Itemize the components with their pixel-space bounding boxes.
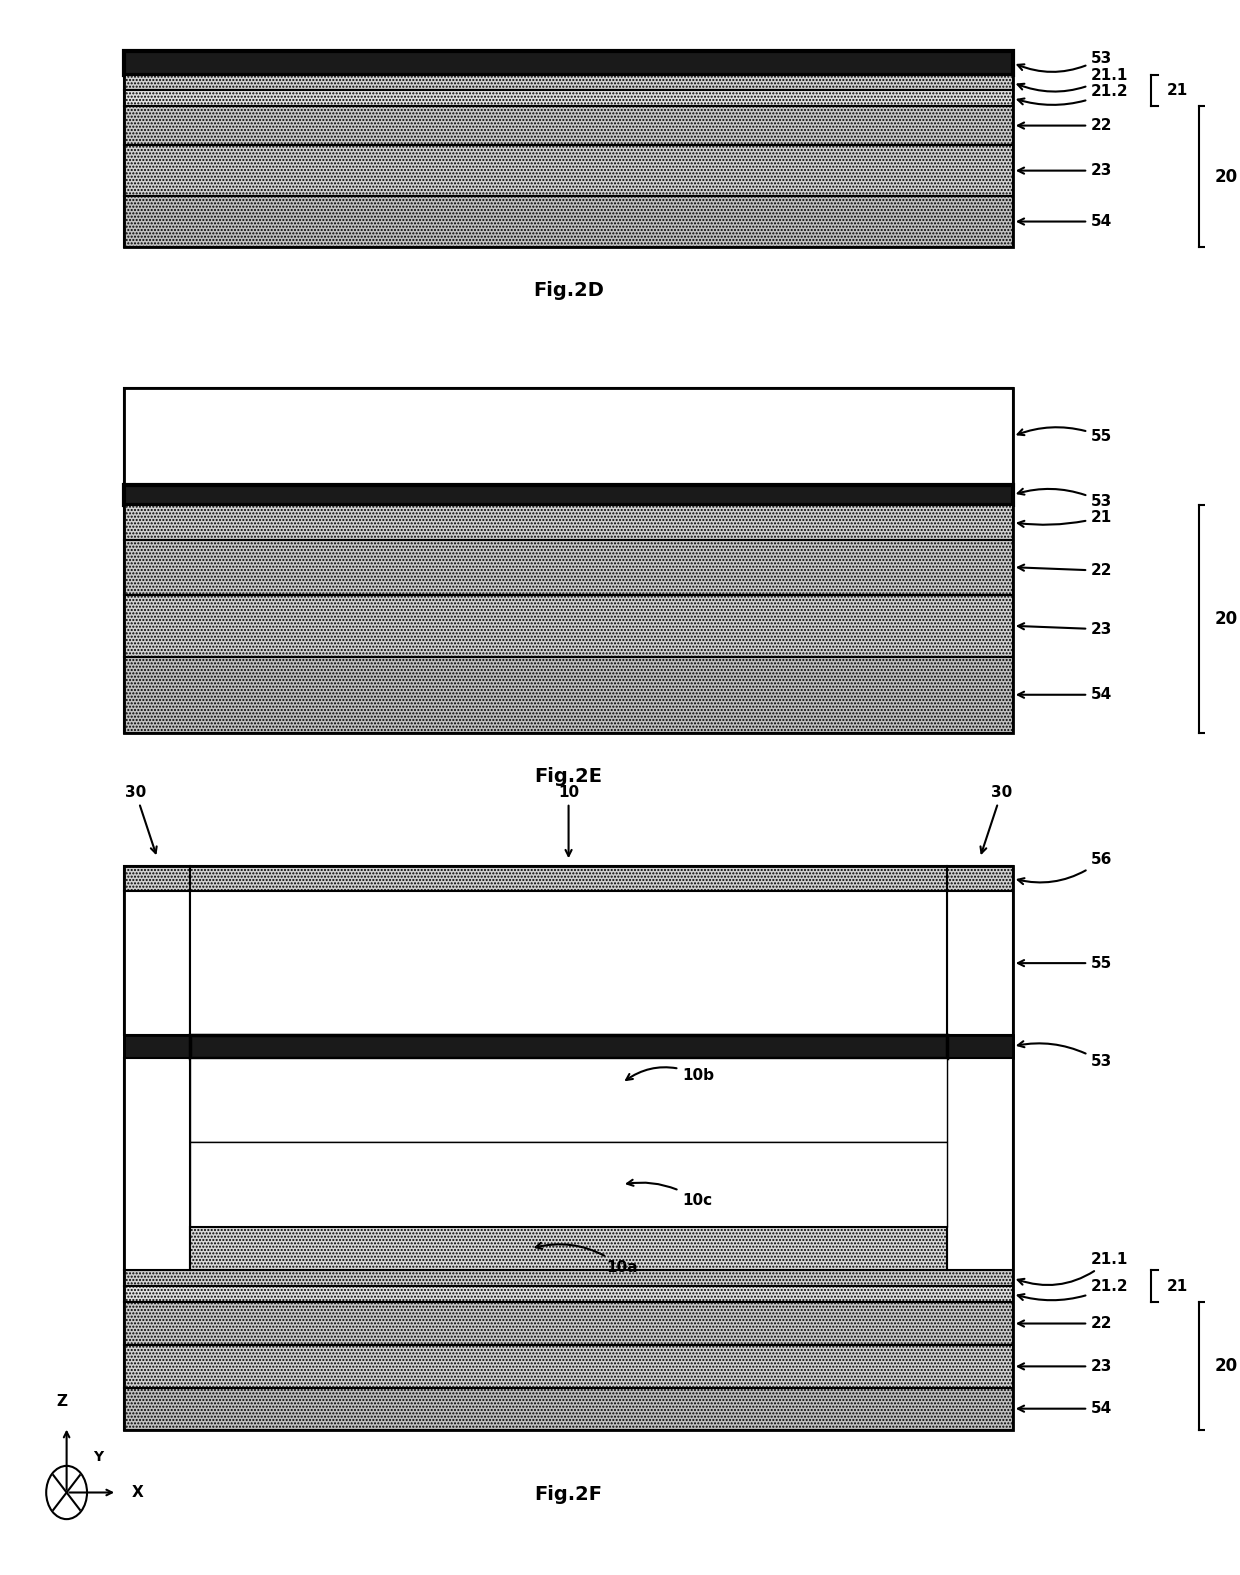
FancyBboxPatch shape: [124, 1388, 1013, 1430]
Text: 21: 21: [1018, 510, 1112, 528]
Text: 10c: 10c: [627, 1180, 712, 1208]
Text: 10a: 10a: [536, 1243, 637, 1274]
Text: Fig.2D: Fig.2D: [533, 282, 604, 301]
Text: Fig.2E: Fig.2E: [534, 767, 603, 786]
FancyBboxPatch shape: [124, 866, 190, 891]
FancyBboxPatch shape: [124, 50, 1013, 74]
Text: 21.1: 21.1: [1018, 1252, 1128, 1285]
FancyBboxPatch shape: [124, 595, 1013, 657]
Text: 54: 54: [1018, 687, 1112, 702]
Text: 30: 30: [125, 784, 156, 854]
FancyBboxPatch shape: [190, 1142, 947, 1227]
Text: 21: 21: [1167, 1279, 1188, 1293]
FancyBboxPatch shape: [190, 1035, 947, 1057]
Text: 23: 23: [1018, 164, 1112, 178]
Text: 21: 21: [1167, 83, 1188, 98]
FancyBboxPatch shape: [124, 506, 1013, 540]
Text: Fig.2F: Fig.2F: [534, 1485, 603, 1504]
FancyBboxPatch shape: [190, 866, 947, 891]
Text: 21.1: 21.1: [1018, 68, 1128, 91]
Text: 54: 54: [1018, 214, 1112, 228]
FancyBboxPatch shape: [947, 866, 1013, 891]
FancyBboxPatch shape: [124, 1345, 1013, 1388]
Text: 53: 53: [1018, 50, 1112, 72]
Text: 21.2: 21.2: [1018, 1279, 1128, 1301]
Text: 23: 23: [1018, 622, 1112, 636]
FancyBboxPatch shape: [124, 485, 1013, 506]
FancyBboxPatch shape: [124, 1303, 1013, 1345]
Text: 54: 54: [1018, 1402, 1112, 1416]
Text: 20: 20: [1215, 167, 1238, 186]
FancyBboxPatch shape: [947, 891, 1013, 1035]
FancyBboxPatch shape: [124, 145, 1013, 195]
FancyBboxPatch shape: [124, 1287, 1013, 1303]
FancyBboxPatch shape: [124, 1269, 1013, 1287]
FancyBboxPatch shape: [190, 891, 947, 1035]
FancyBboxPatch shape: [190, 1057, 947, 1142]
Text: 53: 53: [1018, 1041, 1112, 1069]
FancyBboxPatch shape: [124, 891, 190, 1035]
FancyBboxPatch shape: [947, 1057, 1013, 1269]
Text: 21.2: 21.2: [1018, 83, 1128, 106]
Text: 56: 56: [1018, 852, 1112, 884]
Text: Z: Z: [56, 1394, 67, 1410]
FancyBboxPatch shape: [124, 106, 1013, 145]
FancyBboxPatch shape: [124, 387, 1013, 485]
Text: 55: 55: [1018, 427, 1112, 444]
FancyBboxPatch shape: [947, 1035, 1013, 1057]
Text: X: X: [131, 1485, 143, 1499]
Text: 30: 30: [981, 784, 1012, 854]
FancyBboxPatch shape: [124, 195, 1013, 247]
Text: 23: 23: [1018, 1359, 1112, 1373]
Text: 22: 22: [1018, 1317, 1112, 1331]
FancyBboxPatch shape: [124, 90, 1013, 106]
Text: 10b: 10b: [626, 1068, 714, 1082]
FancyBboxPatch shape: [124, 1035, 190, 1057]
FancyBboxPatch shape: [124, 74, 1013, 90]
Text: 20: 20: [1215, 1356, 1238, 1375]
Text: 22: 22: [1018, 564, 1112, 578]
FancyBboxPatch shape: [124, 540, 1013, 595]
Text: 20: 20: [1215, 610, 1238, 628]
Text: 10: 10: [558, 784, 579, 857]
FancyBboxPatch shape: [124, 657, 1013, 732]
Text: 53: 53: [1018, 488, 1112, 509]
Text: 55: 55: [1018, 956, 1112, 970]
Text: Y: Y: [93, 1451, 103, 1465]
FancyBboxPatch shape: [190, 1227, 947, 1269]
FancyBboxPatch shape: [124, 1057, 190, 1269]
Text: 22: 22: [1018, 118, 1112, 132]
